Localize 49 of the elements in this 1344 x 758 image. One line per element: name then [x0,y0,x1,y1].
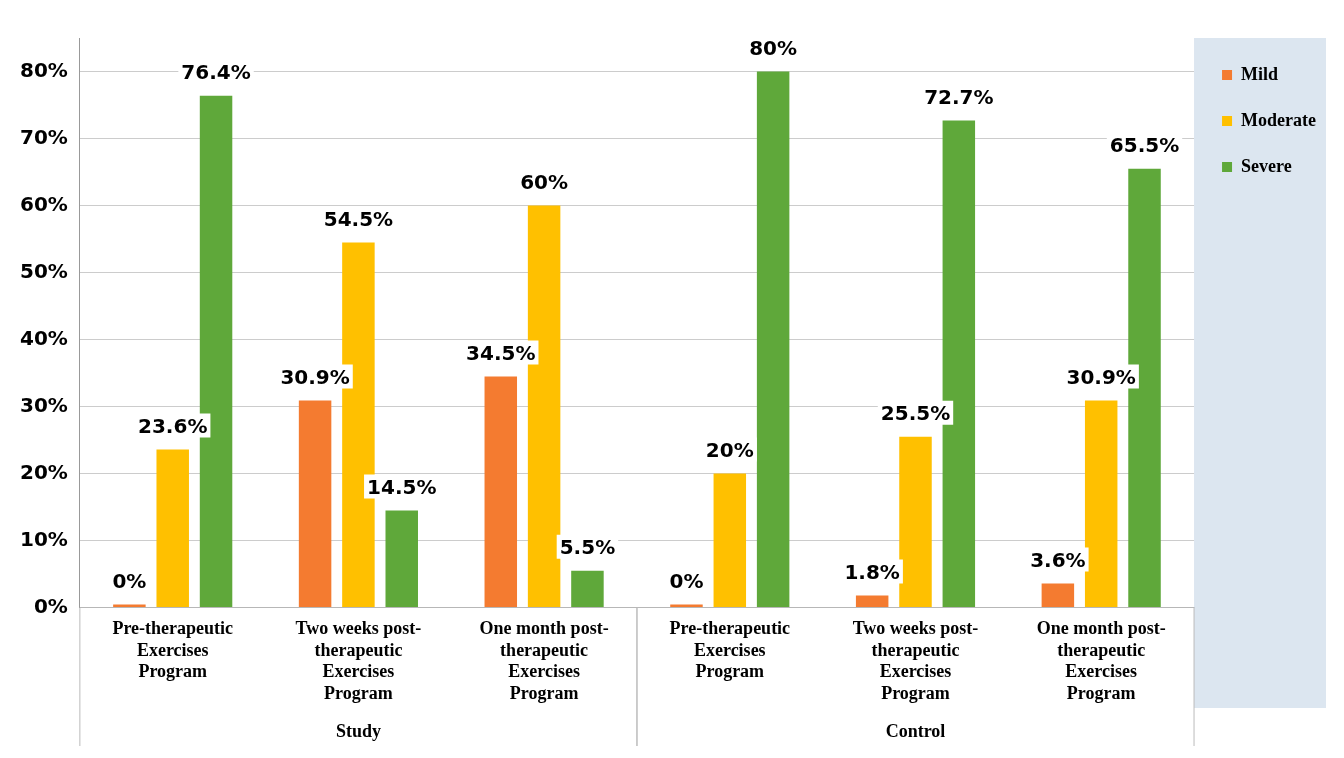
x-tick-label: Pre-therapeutic Exercises Program [112,618,234,682]
text: Study [335,720,381,741]
y-tick-label: 20% [20,459,68,484]
bar [156,449,189,608]
data-label: 72.7% [924,84,994,109]
bar [484,376,518,608]
bar [1041,583,1075,608]
bar [385,510,418,608]
y-tick-label: 50% [20,258,68,283]
x-tick-label: Pre-therapeutic Exercises Program [669,618,791,682]
x-tick-label: Two weeks post-therapeutic Exercises Program [852,618,979,703]
data-label: 23.6% [138,413,208,438]
bar [298,400,332,608]
data-label: 30.9% [1066,364,1136,389]
data-label: 60% [520,169,569,194]
bar [571,570,604,608]
x-tick-label: Two weeks post-therapeutic Exercises Program [295,618,422,703]
data-label: 25.5% [880,400,951,425]
text: Control [885,720,946,741]
legend-label: Severe [1241,155,1292,176]
legend-label: Mild [1241,63,1279,84]
x-tick-label: One month post-therapeutic Exercises Program [479,618,609,703]
legend-label: Moderate [1241,109,1317,130]
data-label: 1.8% [844,559,900,584]
y-tick-label: 0% [33,593,68,618]
y-tick-label: 80% [20,57,68,82]
y-tick-label: 40% [20,325,68,350]
data-label: 0% [112,568,147,593]
data-label: 0% [669,568,704,593]
bar [899,436,932,608]
bar [756,71,790,608]
bar [855,595,889,608]
data-label: 3.6% [1030,547,1086,572]
data-label: 5.5% [559,534,616,559]
data-label: 65.5% [1109,132,1180,157]
bar [713,473,747,608]
y-tick-label: 60% [20,191,68,216]
data-label: 34.5% [466,340,536,365]
data-label: 14.5% [367,474,437,499]
data-label: 76.4% [181,59,251,84]
data-label: 20% [705,437,754,462]
bar [1084,400,1118,608]
data-label: 30.9% [280,364,350,389]
y-tick-label: 70% [20,124,68,149]
x-tick-label: One month post-therapeutic Exercises Program [1036,618,1166,703]
y-tick-label: 10% [20,526,68,551]
data-label: 54.5% [323,206,394,231]
data-label: 80% [749,35,798,60]
y-tick-label: 30% [20,392,68,417]
